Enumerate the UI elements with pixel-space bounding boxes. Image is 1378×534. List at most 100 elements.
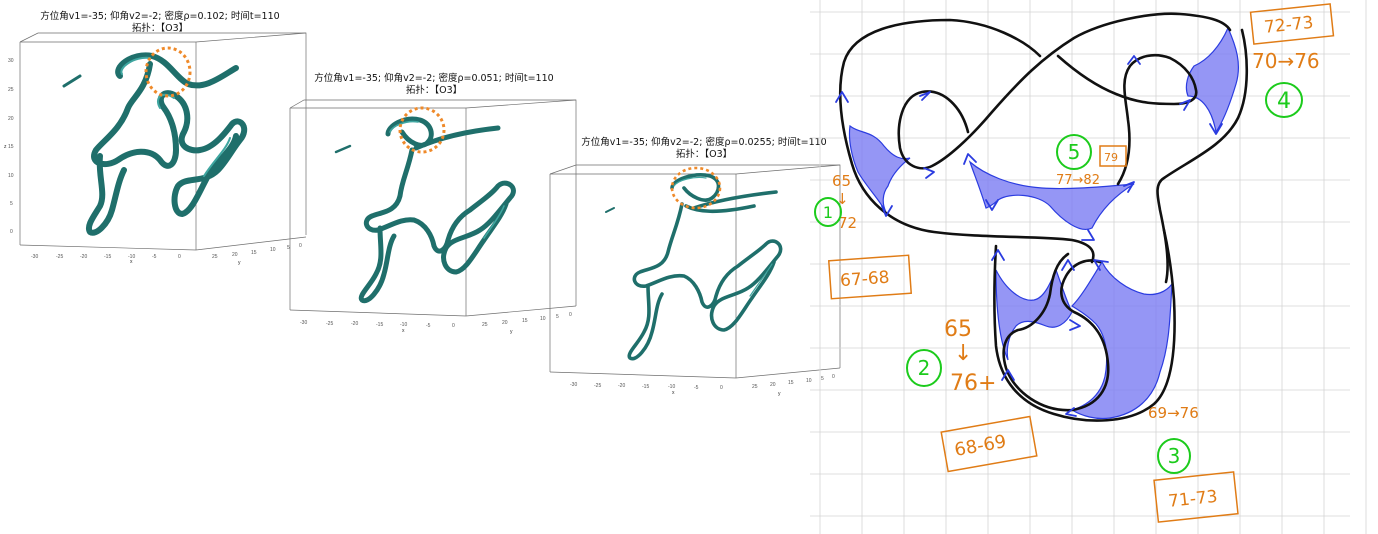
- y-tick: 5: [821, 376, 824, 382]
- region-circle-5: [1056, 134, 1092, 170]
- highlight-marker: [670, 166, 722, 210]
- tube-main: [86, 52, 248, 236]
- axes-box: [19, 32, 307, 251]
- x-tick: -5: [152, 254, 157, 260]
- panel-title-line1: 方位角v1=-35; 仰角v2=-2; 密度ρ=0.0255; 时间t=110: [581, 137, 827, 148]
- box-back: [19, 32, 307, 235]
- region-numbers: 1 2 3 4 5: [823, 89, 1291, 468]
- knot-sketch: 65 ↓ 72 65 ↓ 76+ 69→76 70→76 77→82 67-68…: [810, 0, 1367, 534]
- x-axis-ticks: -30 -25 -20 -15 -10 -5 0 x: [31, 254, 181, 265]
- y-tick: 10: [806, 378, 812, 384]
- region-circle-2: [906, 349, 942, 387]
- y-axis-ticks: 25 20 15 10 5 0 y: [212, 243, 302, 266]
- tube-highlight: [673, 176, 773, 297]
- z-tick: 0: [10, 229, 13, 235]
- x-tick: -20: [80, 254, 87, 260]
- shaded-region-2: [995, 268, 1073, 361]
- plot-panel-2: 方位角v1=-35; 仰角v2=-2; 密度ρ=0.051; 时间t=110 拓…: [284, 70, 584, 336]
- arrow-head: [985, 199, 999, 211]
- x-tick: -10: [668, 384, 675, 390]
- panel-title-line1: 方位角v1=-35; 仰角v2=-2; 密度ρ=0.051; 时间t=110: [314, 73, 554, 84]
- y-tick: 10: [540, 316, 546, 322]
- box-back: [289, 99, 577, 306]
- z-tick: 20: [8, 116, 14, 122]
- region-circle-4: [1265, 82, 1303, 118]
- x-tick: -20: [351, 321, 358, 327]
- x-tick: -30: [570, 382, 577, 388]
- tube-fragment: [62, 74, 82, 88]
- y-axis-ticks: 25 20 15 10 5 0 y: [752, 374, 835, 397]
- z-tick: 30: [8, 58, 14, 64]
- panel-title-line2: 拓扑：【O3】: [675, 149, 733, 160]
- panel-title-line1: 方位角v1=-35; 仰角v2=-2; 密度ρ=0.102; 时间t=110: [40, 11, 280, 22]
- y-tick: 0: [569, 312, 572, 318]
- x-tick: 0: [452, 323, 455, 329]
- y-tick: 20: [502, 320, 508, 326]
- y-tick: 25: [212, 254, 218, 260]
- arrow-head: [1179, 99, 1191, 111]
- x-axis-label: x: [402, 328, 405, 334]
- y-tick: 0: [832, 374, 835, 380]
- x-axis-label: x: [672, 390, 675, 396]
- annotations-orange: 65 ↓ 72 65 ↓ 76+ 69→76 70→76 77→82: [832, 49, 1320, 422]
- x-tick: -5: [694, 385, 699, 391]
- y-tick: 5: [287, 245, 290, 251]
- x-tick: 0: [720, 385, 723, 391]
- knot-strand-inner-loop: [897, 12, 1232, 170]
- y-tick: 10: [270, 247, 276, 253]
- tube-fragment: [334, 144, 352, 154]
- plot-3d: -30 -25 -20 -15 -10 -5 0 x 25 20 15 10 5…: [549, 164, 841, 397]
- grid: [810, 0, 1367, 534]
- z-tick: 25: [8, 87, 14, 93]
- plot-3d: -30 -25 -20 -15 -10 -5 0 x 25 20 15 10 5…: [289, 99, 577, 335]
- x-tick: -25: [56, 254, 63, 260]
- highlight-marker: [144, 46, 192, 98]
- region-circles: [814, 82, 1303, 474]
- direction-arrows: [835, 55, 1223, 417]
- z-tick: 5: [10, 201, 13, 207]
- z-tick: 10: [8, 173, 14, 179]
- y-axis-label: y: [778, 391, 781, 397]
- x-tick: -5: [426, 323, 431, 329]
- y-tick: 5: [556, 314, 559, 320]
- knot-tube: [334, 116, 516, 304]
- arrow-head: [1001, 369, 1015, 381]
- x-tick: -10: [128, 254, 135, 260]
- arrow-head: [919, 91, 931, 101]
- annotation-box-2: [940, 415, 1038, 473]
- arrow-head: [991, 249, 1005, 261]
- arrow-head: [1061, 259, 1075, 271]
- x-tick: -15: [642, 384, 649, 390]
- highlight-marker: [398, 106, 446, 154]
- tube-main: [358, 116, 516, 304]
- region-range-4: 70→76: [1252, 49, 1320, 73]
- box-bottom-y: [735, 367, 841, 379]
- arrow-head: [1127, 55, 1141, 65]
- shaded-region-4: [1185, 26, 1240, 134]
- box-front: [290, 99, 577, 109]
- plot-panel-1: 方位角v1=-35; 仰角v2=-2; 密度ρ=0.102; 时间t=110 拓…: [0, 0, 312, 266]
- box-back: [549, 164, 841, 368]
- y-tick: 0: [299, 243, 302, 249]
- x-tick: -30: [300, 320, 307, 326]
- x-tick: -15: [376, 322, 383, 328]
- region-circle-3: [1157, 438, 1191, 474]
- y-tick: 20: [770, 382, 776, 388]
- tube-main: [627, 173, 783, 361]
- y-tick: 25: [752, 384, 758, 390]
- panel-title-line2: 拓扑：【O3】: [131, 23, 189, 34]
- arrow-head: [835, 91, 849, 103]
- plot-3d: 30 25 20 15 10 5 0 z -30 -25 -20 -15 -10…: [4, 32, 307, 266]
- z-axis-label: z: [4, 144, 7, 150]
- z-tick: 15: [8, 144, 14, 150]
- y-tick: 15: [788, 380, 794, 386]
- annotation-box-label-3: 71-73: [1167, 487, 1218, 512]
- arrow-head: [1123, 181, 1135, 193]
- box-bottom-x: [549, 371, 737, 379]
- annotation-boxes: [827, 3, 1335, 523]
- x-tick: -25: [594, 383, 601, 389]
- region-number-2: 2: [918, 356, 931, 380]
- shaded-regions: [848, 26, 1240, 420]
- box-bottom-x: [19, 244, 197, 251]
- panel-title: 方位角v1=-35; 仰角v2=-2; 密度ρ=0.051; 时间t=110 拓…: [284, 73, 584, 97]
